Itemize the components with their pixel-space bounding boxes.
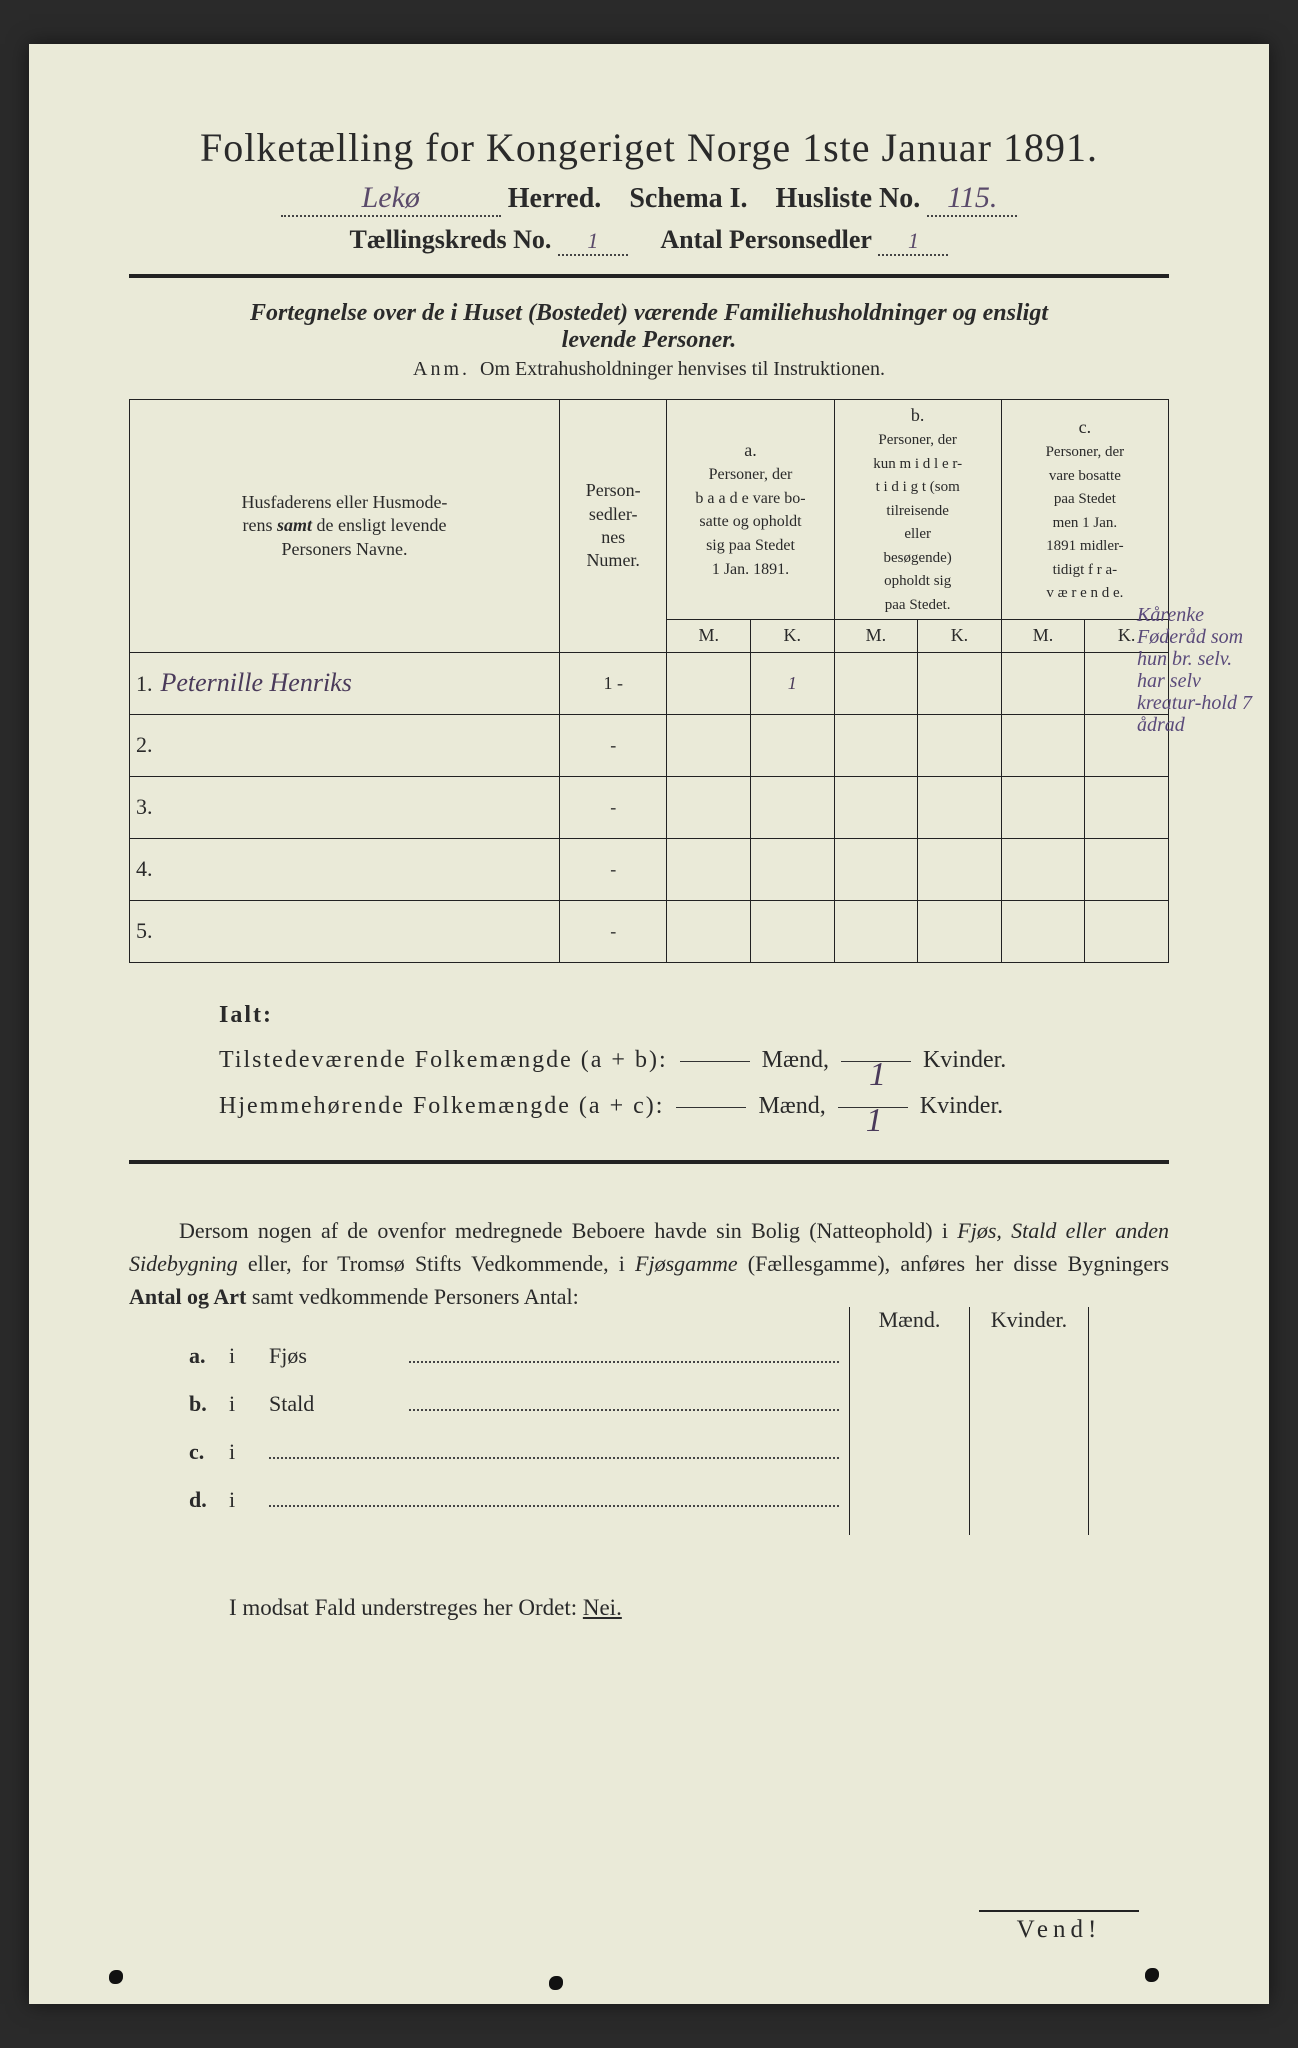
sedler-label: Antal Personsedler xyxy=(660,225,872,254)
col-header-name: Husfaderens eller Husmode-rens samt de e… xyxy=(130,400,560,653)
nei-line: I modsat Fald understreges her Ordet: Ne… xyxy=(189,1595,1169,1621)
row-c-m xyxy=(1001,652,1085,714)
col-a-m: M. xyxy=(667,620,751,652)
row-num: 1 - xyxy=(559,652,666,714)
anm-line: Anm. Om Extrahusholdninger henvises til … xyxy=(129,358,1169,381)
row-b-k xyxy=(918,652,1002,714)
col-c-m: M. xyxy=(1001,620,1085,652)
anm-label: Anm. xyxy=(413,358,470,380)
buildings-kvinder-header: Kvinder. xyxy=(969,1307,1089,1339)
anm-text: Om Extrahusholdninger henvises til Instr… xyxy=(480,358,885,380)
rule-1 xyxy=(129,274,1169,278)
row-a-m xyxy=(667,652,751,714)
totals-line-2: Hjemmehørende Folkemængde (a + c): Mænd,… xyxy=(219,1084,1169,1130)
buildings-mk-header: Mænd. Kvinder. xyxy=(849,1307,1089,1339)
col-b-m: M. xyxy=(834,620,918,652)
husliste-value: 115. xyxy=(927,181,1017,217)
table-row: 4. - xyxy=(130,838,1169,900)
kreds-value: 1 xyxy=(558,228,628,256)
col-header-a: a. Personer, derb a a d e vare bo-satte … xyxy=(667,400,834,620)
totals-line-1: Tilstedeværende Folkemængde (a + b): Mæn… xyxy=(219,1038,1169,1084)
col-a-k: K. xyxy=(751,620,835,652)
sedler-value: 1 xyxy=(878,228,948,256)
herred-value: Lekø xyxy=(281,181,501,217)
subtitle: Fortegnelse over de i Huset (Bostedet) v… xyxy=(129,300,1169,354)
census-form-page: Folketælling for Kongeriget Norge 1ste J… xyxy=(29,44,1269,2004)
ink-smudge xyxy=(1145,1968,1159,1982)
col-header-c: c. Personer, dervare bosattepaa Stedetme… xyxy=(1001,400,1168,620)
rule-2 xyxy=(129,1160,1169,1164)
kreds-label: Tællingskreds No. xyxy=(350,225,552,254)
col-header-b: b. Personer, derkun m i d l e r-t i d i … xyxy=(834,400,1001,620)
table-row: 1. Peternille Henriks 1 - 1 xyxy=(130,652,1169,714)
vend-label: Vend! xyxy=(979,1910,1139,1944)
household-table: Husfaderens eller Husmode-rens samt de e… xyxy=(129,399,1169,963)
header-line-1: Lekø Herred. Schema I. Husliste No. 115. xyxy=(129,181,1169,217)
ink-smudge xyxy=(549,1976,563,1990)
herred-label: Herred. xyxy=(508,183,602,214)
husliste-label: Husliste No. xyxy=(776,183,921,214)
col-b-k: K. xyxy=(918,620,1002,652)
row-a-k: 1 xyxy=(751,652,835,714)
table-row: 3. - xyxy=(130,776,1169,838)
row-name-cell: 1. Peternille Henriks xyxy=(130,652,560,714)
nei-word: Nei. xyxy=(583,1595,622,1620)
page-title: Folketælling for Kongeriget Norge 1ste J… xyxy=(129,124,1169,171)
buildings-vlines xyxy=(849,1337,1089,1535)
table-body: 1. Peternille Henriks 1 - 1 2. - 3. - xyxy=(130,652,1169,962)
instruction-paragraph: Dersom nogen af de ovenfor medregnede Be… xyxy=(129,1214,1169,1313)
schema-label: Schema I. xyxy=(629,183,747,214)
ink-smudge xyxy=(109,1970,123,1984)
buildings-block: Mænd. Kvinder. a. i Fjøs b. i Stald c. i… xyxy=(189,1343,1089,1535)
row-b-m xyxy=(834,652,918,714)
ialt-label: Ialt: xyxy=(219,1002,273,1028)
totals-block: Ialt: Tilstedeværende Folkemængde (a + b… xyxy=(219,993,1169,1130)
table-row: 5. - xyxy=(130,900,1169,962)
col-header-num: Person-sedler-nesNumer. xyxy=(559,400,666,653)
header-line-2: Tællingskreds No. 1 Antal Personsedler 1 xyxy=(129,225,1169,256)
table-row: 2. - xyxy=(130,714,1169,776)
margin-annotation: Kårenke Føderåd som hun br. selv. har se… xyxy=(1137,604,1257,736)
buildings-maend-header: Mænd. xyxy=(849,1307,969,1339)
